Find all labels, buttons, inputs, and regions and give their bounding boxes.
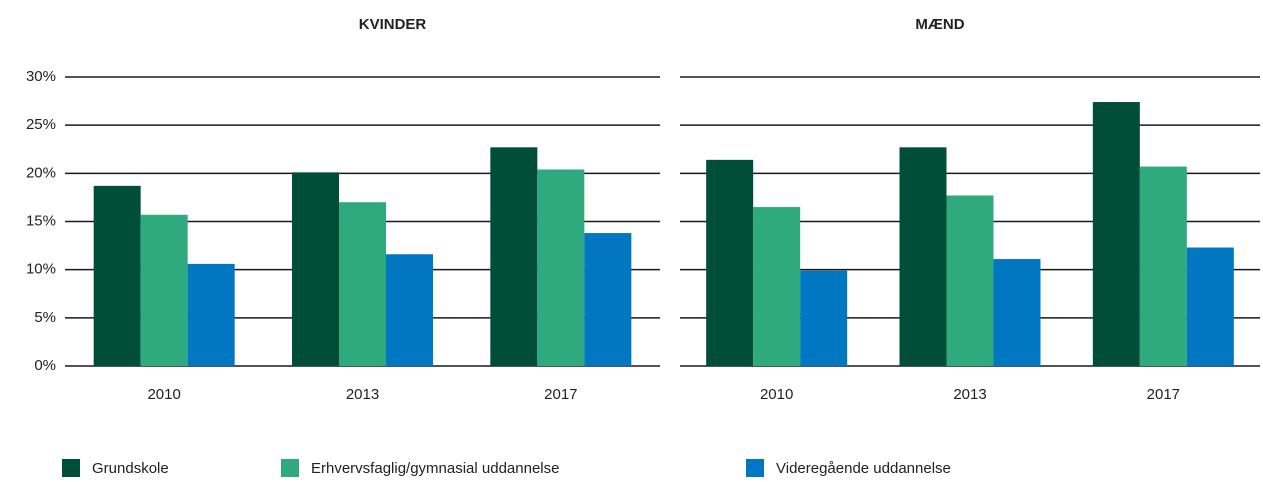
y-tick-label: 0% — [34, 357, 56, 374]
bar — [753, 207, 801, 366]
bar — [537, 169, 585, 366]
bar — [1186, 247, 1234, 366]
x-tick-label: 2017 — [544, 386, 577, 403]
legend-swatch — [746, 459, 764, 477]
bar — [706, 159, 754, 366]
bar — [339, 202, 386, 366]
legend-swatch — [62, 459, 80, 477]
bar — [187, 263, 235, 366]
chart-title: KVINDER — [359, 16, 427, 33]
x-tick-label: 2010 — [147, 386, 180, 403]
bar — [899, 147, 947, 366]
bar — [1092, 102, 1140, 367]
y-tick-label: 5% — [34, 309, 56, 326]
bar — [946, 195, 994, 366]
bar — [800, 270, 848, 366]
bar — [1139, 166, 1187, 366]
bar — [490, 147, 538, 366]
x-tick-label: 2017 — [1147, 386, 1180, 403]
x-tick-label: 2013 — [346, 386, 379, 403]
y-tick-label: 10% — [26, 261, 56, 278]
y-tick-label: 15% — [26, 212, 56, 229]
bar — [993, 259, 1041, 366]
x-tick-label: 2010 — [760, 386, 793, 403]
y-tick-label: 25% — [26, 116, 56, 133]
x-tick-label: 2013 — [953, 386, 986, 403]
chart-title: MÆND — [915, 16, 964, 33]
legend-swatch — [281, 459, 299, 477]
legend-label: Videregående uddannelse — [776, 460, 951, 477]
legend-label: Grundskole — [92, 460, 169, 477]
bar — [386, 254, 433, 366]
bar — [584, 233, 632, 366]
y-tick-label: 20% — [26, 164, 56, 181]
bar — [292, 172, 339, 366]
bar — [140, 214, 188, 366]
y-tick-label: 30% — [26, 68, 56, 85]
legend-label: Erhvervsfaglig/gymnasial uddannelse — [311, 460, 559, 477]
bar — [93, 185, 141, 366]
